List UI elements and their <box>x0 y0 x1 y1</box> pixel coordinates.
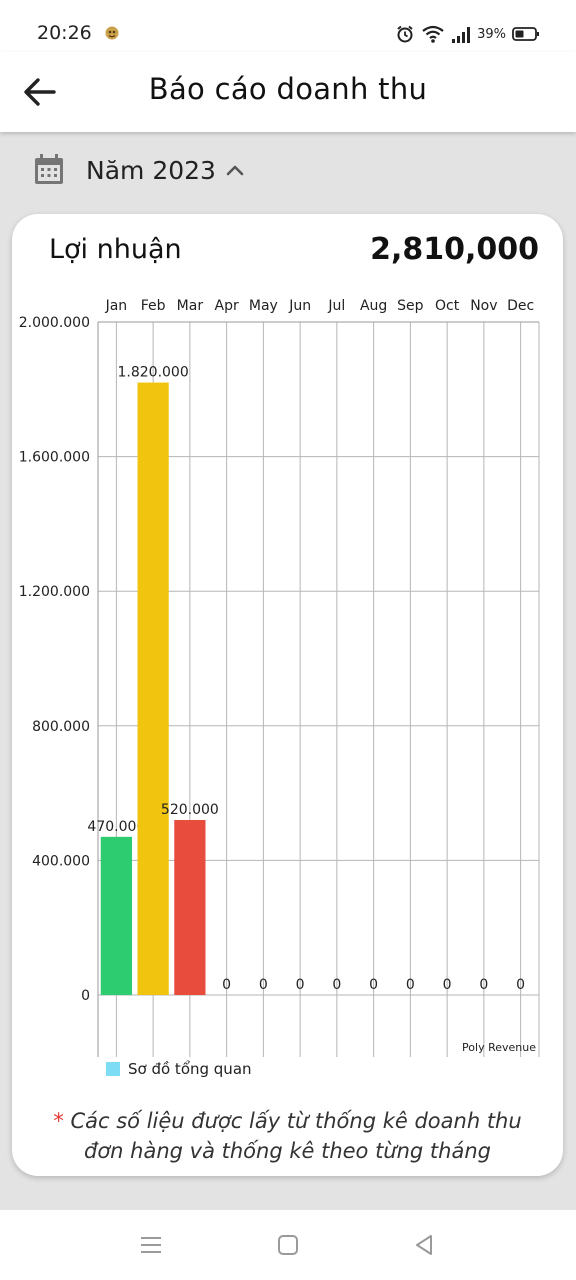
x-tick-label: Mar <box>177 298 204 314</box>
status-time: 20:26 <box>37 22 92 44</box>
x-tick-label: May <box>249 298 278 314</box>
bar-value-label: 0 <box>259 977 268 993</box>
chart-legend: Sơ đồ tổng quan <box>106 1060 252 1078</box>
back-icon[interactable] <box>411 1232 437 1258</box>
status-bar: 20:26 39% <box>0 0 576 56</box>
wifi-icon <box>422 25 444 43</box>
bar-value-label: 470.000 <box>87 819 145 835</box>
battery-percent: 39% <box>477 26 506 42</box>
page-title: Báo cáo doanh thu <box>148 72 428 106</box>
battery-icon <box>512 27 539 41</box>
status-icons: 39% <box>395 22 540 46</box>
x-tick-label: Oct <box>435 298 460 314</box>
x-tick-label: Feb <box>141 298 166 314</box>
profit-label: Lợi nhuận <box>49 234 182 265</box>
y-tick-label: 2.000.000 <box>19 315 90 331</box>
notification-app-icon <box>105 26 119 40</box>
y-tick-label: 0 <box>81 988 90 1004</box>
footnote-star: * <box>53 1109 64 1133</box>
bar-jan <box>100 836 132 995</box>
y-tick-label: 1.600.000 <box>19 450 90 466</box>
y-tick-label: 800.000 <box>32 719 90 735</box>
bar-value-label: 1.820.000 <box>117 365 188 381</box>
x-tick-label: Nov <box>470 298 497 314</box>
calendar-icon <box>35 154 63 184</box>
bar-feb <box>137 382 169 995</box>
bar-value-label: 0 <box>296 977 305 993</box>
menu-icon[interactable] <box>138 1232 164 1258</box>
alarm-icon <box>397 25 413 43</box>
x-tick-label: Jun <box>288 298 311 314</box>
app-bar: Báo cáo doanh thu <box>0 52 576 132</box>
bar-value-label: 0 <box>332 977 341 993</box>
bar-value-label: 0 <box>406 977 415 993</box>
y-tick-label: 400.000 <box>32 853 90 869</box>
chart-description: Poly Revenue <box>462 1041 536 1054</box>
revenue-bar-chart: 0 400.000 800.000 1.200.000 1.600.000 2.000.0… <box>19 298 540 1057</box>
back-arrow-icon[interactable] <box>20 72 60 112</box>
y-tick-label: 1.200.000 <box>19 584 90 600</box>
year-selector[interactable]: Năm 2023 <box>30 150 246 190</box>
bar-value-label: 0 <box>479 977 488 993</box>
x-tick-label: Jan <box>105 298 128 314</box>
home-icon[interactable] <box>275 1232 301 1258</box>
bar-value-label: 0 <box>516 977 525 993</box>
x-tick-label: Jul <box>327 298 345 314</box>
x-tick-label: Dec <box>507 298 534 314</box>
system-nav-bar <box>0 1210 576 1280</box>
footnote: * Các số liệu được lấy từ thống kê doanh… <box>32 1106 543 1166</box>
legend-swatch <box>106 1062 120 1076</box>
x-tick-label: Sep <box>397 298 424 314</box>
legend-label: Sơ đồ tổng quan <box>128 1060 252 1078</box>
chevron-up-icon <box>226 165 244 176</box>
footnote-text: Các số liệu được lấy từ thống kê doanh t… <box>63 1109 522 1163</box>
bar-mar <box>174 820 206 995</box>
signal-icon <box>452 27 471 43</box>
revenue-card: Lợi nhuận 2,810,000 0 400.000 800.000 1.200… <box>12 214 563 1176</box>
bar-value-label: 0 <box>443 977 452 993</box>
bar-value-label: 520.000 <box>161 802 219 818</box>
bar-value-label: 0 <box>369 977 378 993</box>
bar-value-label: 0 <box>222 977 231 993</box>
x-tick-label: Apr <box>215 298 239 314</box>
year-label: Năm 2023 <box>86 155 216 185</box>
profit-value: 2,810,000 <box>370 232 539 267</box>
x-tick-label: Aug <box>360 298 387 314</box>
